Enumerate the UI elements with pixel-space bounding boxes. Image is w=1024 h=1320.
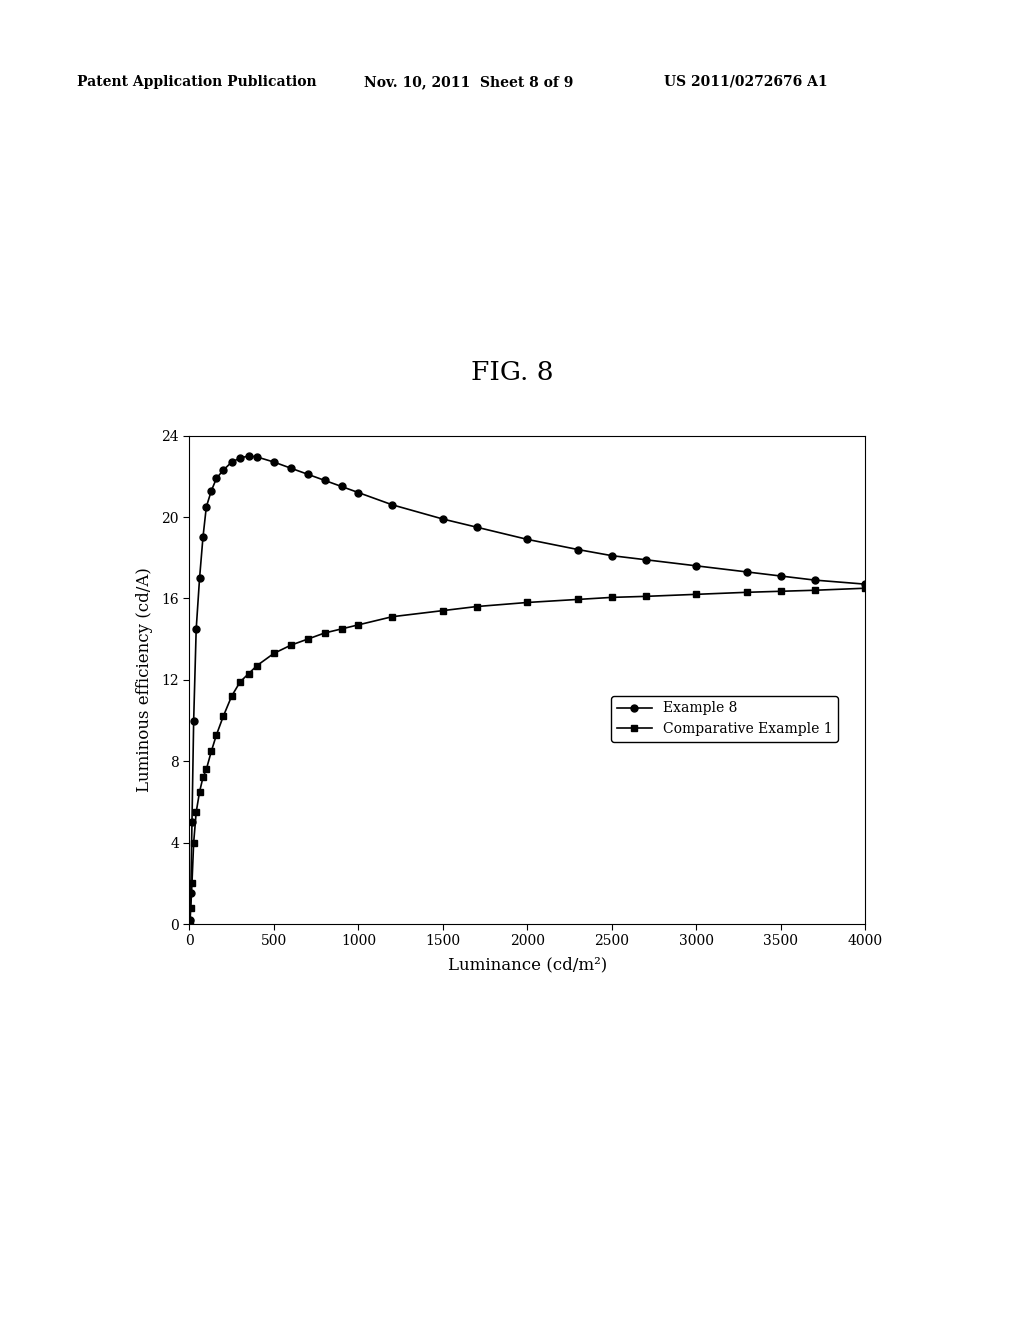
Comparative Example 1 <box>571 591 584 607</box>
Example 8 <box>185 814 198 830</box>
Text: FIG. 8: FIG. 8 <box>471 360 553 384</box>
Comparative Example 1 <box>183 913 196 929</box>
Comparative Example 1 <box>185 875 198 891</box>
Comparative Example 1 <box>386 609 398 624</box>
Text: Patent Application Publication: Patent Application Publication <box>77 75 316 88</box>
Comparative Example 1 <box>267 645 280 661</box>
Text: Nov. 10, 2011  Sheet 8 of 9: Nov. 10, 2011 Sheet 8 of 9 <box>364 75 572 88</box>
Comparative Example 1 <box>301 631 313 647</box>
Example 8 <box>183 912 196 928</box>
Comparative Example 1 <box>233 675 246 690</box>
Example 8 <box>217 462 229 478</box>
Example 8 <box>859 577 871 593</box>
Comparative Example 1 <box>194 784 206 800</box>
Comparative Example 1 <box>225 688 238 704</box>
Example 8 <box>205 483 217 499</box>
Example 8 <box>436 511 449 527</box>
Example 8 <box>285 461 297 477</box>
Line: Example 8: Example 8 <box>186 453 868 924</box>
Example 8 <box>184 886 197 902</box>
Example 8 <box>187 713 200 729</box>
Example 8 <box>774 568 786 583</box>
Example 8 <box>639 552 651 568</box>
Legend: Example 8, Comparative Example 1: Example 8, Comparative Example 1 <box>611 696 838 742</box>
Example 8 <box>243 447 255 463</box>
Example 8 <box>352 484 365 500</box>
Example 8 <box>301 466 313 482</box>
Comparative Example 1 <box>808 582 820 598</box>
Comparative Example 1 <box>639 589 651 605</box>
Comparative Example 1 <box>243 665 255 681</box>
Comparative Example 1 <box>774 583 786 599</box>
Comparative Example 1 <box>859 581 871 597</box>
Comparative Example 1 <box>210 727 222 743</box>
Comparative Example 1 <box>352 616 365 632</box>
Comparative Example 1 <box>605 590 617 606</box>
Example 8 <box>335 479 347 495</box>
Example 8 <box>605 548 617 564</box>
Example 8 <box>808 572 820 587</box>
Y-axis label: Luminous efficiency (cd/A): Luminous efficiency (cd/A) <box>136 568 153 792</box>
Comparative Example 1 <box>205 743 217 759</box>
Example 8 <box>197 529 209 545</box>
Example 8 <box>190 620 203 636</box>
Line: Comparative Example 1: Comparative Example 1 <box>186 585 868 925</box>
Example 8 <box>470 519 483 535</box>
Example 8 <box>251 449 263 465</box>
Example 8 <box>571 541 584 557</box>
Text: US 2011/0272676 A1: US 2011/0272676 A1 <box>664 75 827 88</box>
Example 8 <box>194 570 206 586</box>
Comparative Example 1 <box>318 626 331 642</box>
Comparative Example 1 <box>190 804 203 820</box>
Example 8 <box>386 496 398 512</box>
Comparative Example 1 <box>285 638 297 653</box>
Comparative Example 1 <box>470 599 483 615</box>
Comparative Example 1 <box>690 586 702 602</box>
Comparative Example 1 <box>184 900 197 916</box>
Example 8 <box>318 473 331 488</box>
Comparative Example 1 <box>187 834 200 850</box>
Comparative Example 1 <box>217 709 229 725</box>
Example 8 <box>267 454 280 470</box>
Example 8 <box>225 454 238 470</box>
X-axis label: Luminance (cd/m²): Luminance (cd/m²) <box>447 957 607 974</box>
Example 8 <box>690 558 702 574</box>
Example 8 <box>210 470 222 486</box>
Comparative Example 1 <box>436 603 449 619</box>
Comparative Example 1 <box>200 762 213 777</box>
Comparative Example 1 <box>197 770 209 785</box>
Comparative Example 1 <box>335 620 347 636</box>
Comparative Example 1 <box>521 594 534 610</box>
Comparative Example 1 <box>251 657 263 673</box>
Comparative Example 1 <box>740 585 753 601</box>
Example 8 <box>740 564 753 579</box>
Example 8 <box>233 450 246 466</box>
Example 8 <box>200 499 213 515</box>
Example 8 <box>521 532 534 548</box>
